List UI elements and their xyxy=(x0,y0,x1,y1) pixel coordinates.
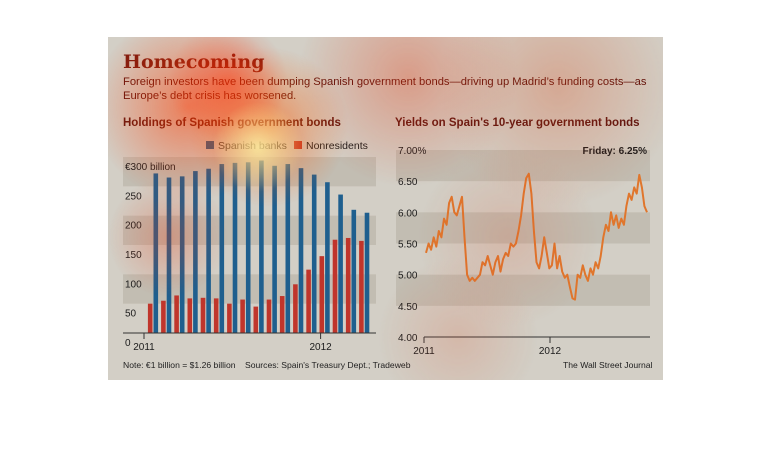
nonresidents-bar xyxy=(174,295,179,333)
legend-swatch-nonresidents xyxy=(294,141,302,149)
legend-label-nonresidents: Nonresidents xyxy=(306,140,368,152)
nonresidents-bar xyxy=(266,299,272,333)
nonresidents-bar xyxy=(345,237,351,333)
nonresidents-bar xyxy=(161,300,166,333)
nonresidents-bar xyxy=(187,298,193,333)
nonresidents-bar xyxy=(213,298,219,333)
nonresidents-bar xyxy=(147,303,153,333)
sources-footnote: Sources: Spain's Treasury Dept.; Tradewe… xyxy=(245,360,411,370)
nonresidents-bar xyxy=(227,303,232,333)
nonresidents-bar xyxy=(253,306,259,333)
spanish-banks-bar xyxy=(351,209,357,333)
holdings-bar-chart: €300 billion 250 200 150 100 50 0 2011 2012 Spani… xyxy=(123,140,376,353)
latest-yield-annotation: Friday: 6.25% xyxy=(583,146,648,157)
spanish-banks-bar xyxy=(338,194,343,333)
y-tick-label: 7.00% xyxy=(398,146,426,157)
nonresidents-bar xyxy=(306,269,311,333)
spanish-banks-bar xyxy=(219,164,225,333)
x-tick-label: 2011 xyxy=(133,342,155,353)
nonresidents-bar xyxy=(359,240,364,333)
spanish-banks-bar xyxy=(259,160,264,333)
spanish-banks-bar xyxy=(325,182,330,333)
y-tick-label: 100 xyxy=(125,279,142,290)
note-footnote: Note: €1 billion = $1.26 billion xyxy=(123,360,236,370)
spanish-banks-bar xyxy=(179,176,185,333)
spanish-banks-bar xyxy=(311,174,317,333)
spanish-banks-bar xyxy=(153,173,159,333)
spanish-banks-bar xyxy=(232,162,238,333)
spanish-banks-bar xyxy=(364,212,370,333)
y-tick-label: 4.00 xyxy=(398,333,418,344)
x-tick-label: 2012 xyxy=(539,346,562,357)
legend-swatch-spanish-banks xyxy=(206,141,214,149)
y-tick-label: 50 xyxy=(125,309,137,320)
y-tick-label: 0 xyxy=(125,338,131,349)
spanish-banks-bar xyxy=(166,177,172,333)
spanish-banks-bar xyxy=(193,171,198,333)
y-tick-label: 250 xyxy=(125,191,142,202)
nonresidents-bar xyxy=(240,299,245,333)
spanish-banks-bar xyxy=(245,162,251,333)
legend-label-spanish-banks: Spanish banks xyxy=(218,140,287,152)
nonresidents-bar xyxy=(293,284,298,333)
nonresidents-bar xyxy=(200,297,206,333)
y-tick-label: 6.50 xyxy=(398,177,418,188)
nonresidents-bar xyxy=(279,296,285,333)
spanish-banks-bar xyxy=(272,165,277,333)
nonresidents-bar xyxy=(319,256,325,333)
grid-band xyxy=(396,274,650,306)
x-tick-label: 2012 xyxy=(309,342,332,353)
y-tick-label: €300 billion xyxy=(125,162,176,173)
graphic-panel: Homecoming Foreign investors have been d… xyxy=(108,37,663,380)
y-tick-label: 150 xyxy=(125,250,142,261)
y-tick-label: 5.00 xyxy=(398,271,418,282)
y-tick-label: 200 xyxy=(125,221,142,232)
x-tick-label: 2011 xyxy=(413,346,435,357)
y-tick-label: 5.50 xyxy=(398,240,418,251)
spanish-banks-bar xyxy=(298,168,304,333)
y-tick-label: 6.00 xyxy=(398,208,418,219)
spanish-banks-bar xyxy=(285,164,291,333)
spanish-banks-bar xyxy=(206,168,211,333)
credit-footnote: The Wall Street Journal xyxy=(563,360,653,370)
y-tick-label: 4.50 xyxy=(398,302,418,313)
yields-line-chart: 7.00% 6.50 6.00 5.50 5.00 4.50 4.00 Friday: 6.2… xyxy=(396,146,650,357)
nonresidents-bar xyxy=(332,239,338,333)
